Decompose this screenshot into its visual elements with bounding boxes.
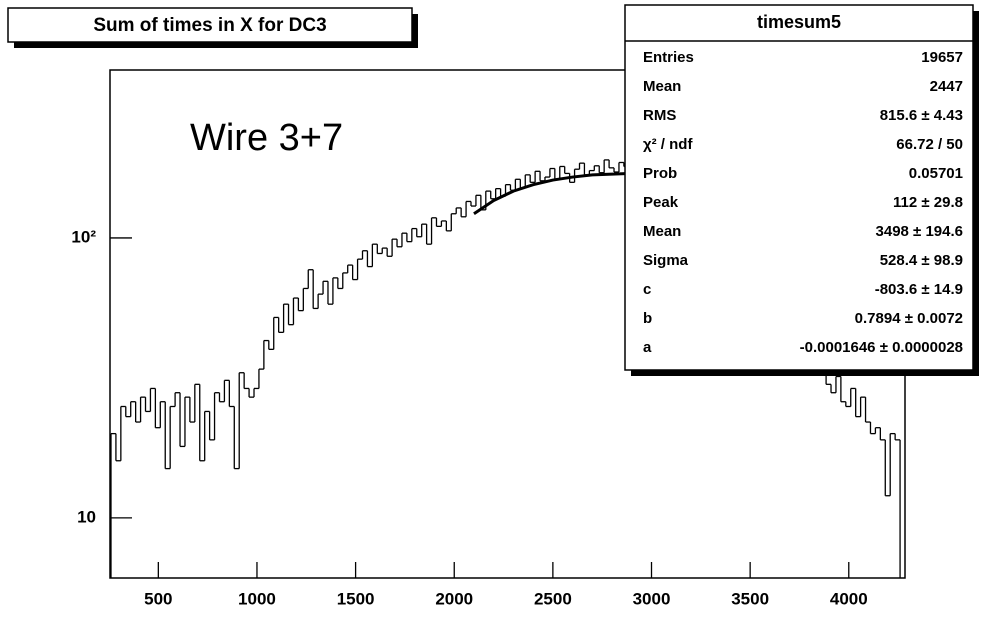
x-tick-label: 4000 xyxy=(830,589,868,608)
y-tick-label: 10 xyxy=(77,507,96,526)
stat-name: Peak xyxy=(643,194,679,211)
stat-value: -0.0001646 ± 0.0000028 xyxy=(800,339,963,356)
stats-box: timesum5 Entries 19657 Mean 2447 RMS 815.6 ± … xyxy=(624,4,979,376)
stat-value: 19657 xyxy=(921,49,963,66)
stat-value: 3498 ± 194.6 xyxy=(876,223,963,240)
stat-name: RMS xyxy=(643,107,676,124)
stat-value: 2447 xyxy=(930,78,963,95)
stat-value: 528.4 ± 98.9 xyxy=(880,252,963,269)
stat-value: 112 ± 29.8 xyxy=(893,194,963,211)
title-box xyxy=(7,7,413,43)
stat-value: 0.7894 ± 0.0072 xyxy=(855,310,963,327)
stat-name: Sigma xyxy=(643,252,689,269)
stat-name: χ² / ndf xyxy=(643,136,693,153)
chart-title: Sum of times in X for DC3 xyxy=(93,15,326,36)
x-tick-label: 2000 xyxy=(435,589,473,608)
fit-curve xyxy=(473,171,632,216)
stat-name: Prob xyxy=(643,165,677,182)
stat-name: Mean xyxy=(643,223,681,240)
stat-name: Mean xyxy=(643,78,681,95)
stat-value: 0.05701 xyxy=(909,165,963,182)
stat-name: Entries xyxy=(643,49,694,66)
x-tick-label: 3000 xyxy=(633,589,671,608)
stat-value: 66.72 / 50 xyxy=(896,136,963,153)
stat-value: 815.6 ± 4.43 xyxy=(880,107,963,124)
x-tick-label: 1000 xyxy=(238,589,276,608)
annotation: Wire 3+7 xyxy=(190,117,343,159)
stats-title: timesum5 xyxy=(757,12,841,32)
stat-name: b xyxy=(643,310,652,327)
x-tick-label: 500 xyxy=(144,589,172,608)
stats-frame xyxy=(624,4,974,371)
x-tick-label: 1500 xyxy=(337,589,375,608)
stat-name: a xyxy=(643,339,652,356)
x-tick-label: 3500 xyxy=(731,589,769,608)
x-tick-label: 2500 xyxy=(534,589,572,608)
stat-value: -803.6 ± 14.9 xyxy=(875,281,963,298)
y-tick-label: 10² xyxy=(71,227,96,246)
stat-name: c xyxy=(643,281,651,298)
